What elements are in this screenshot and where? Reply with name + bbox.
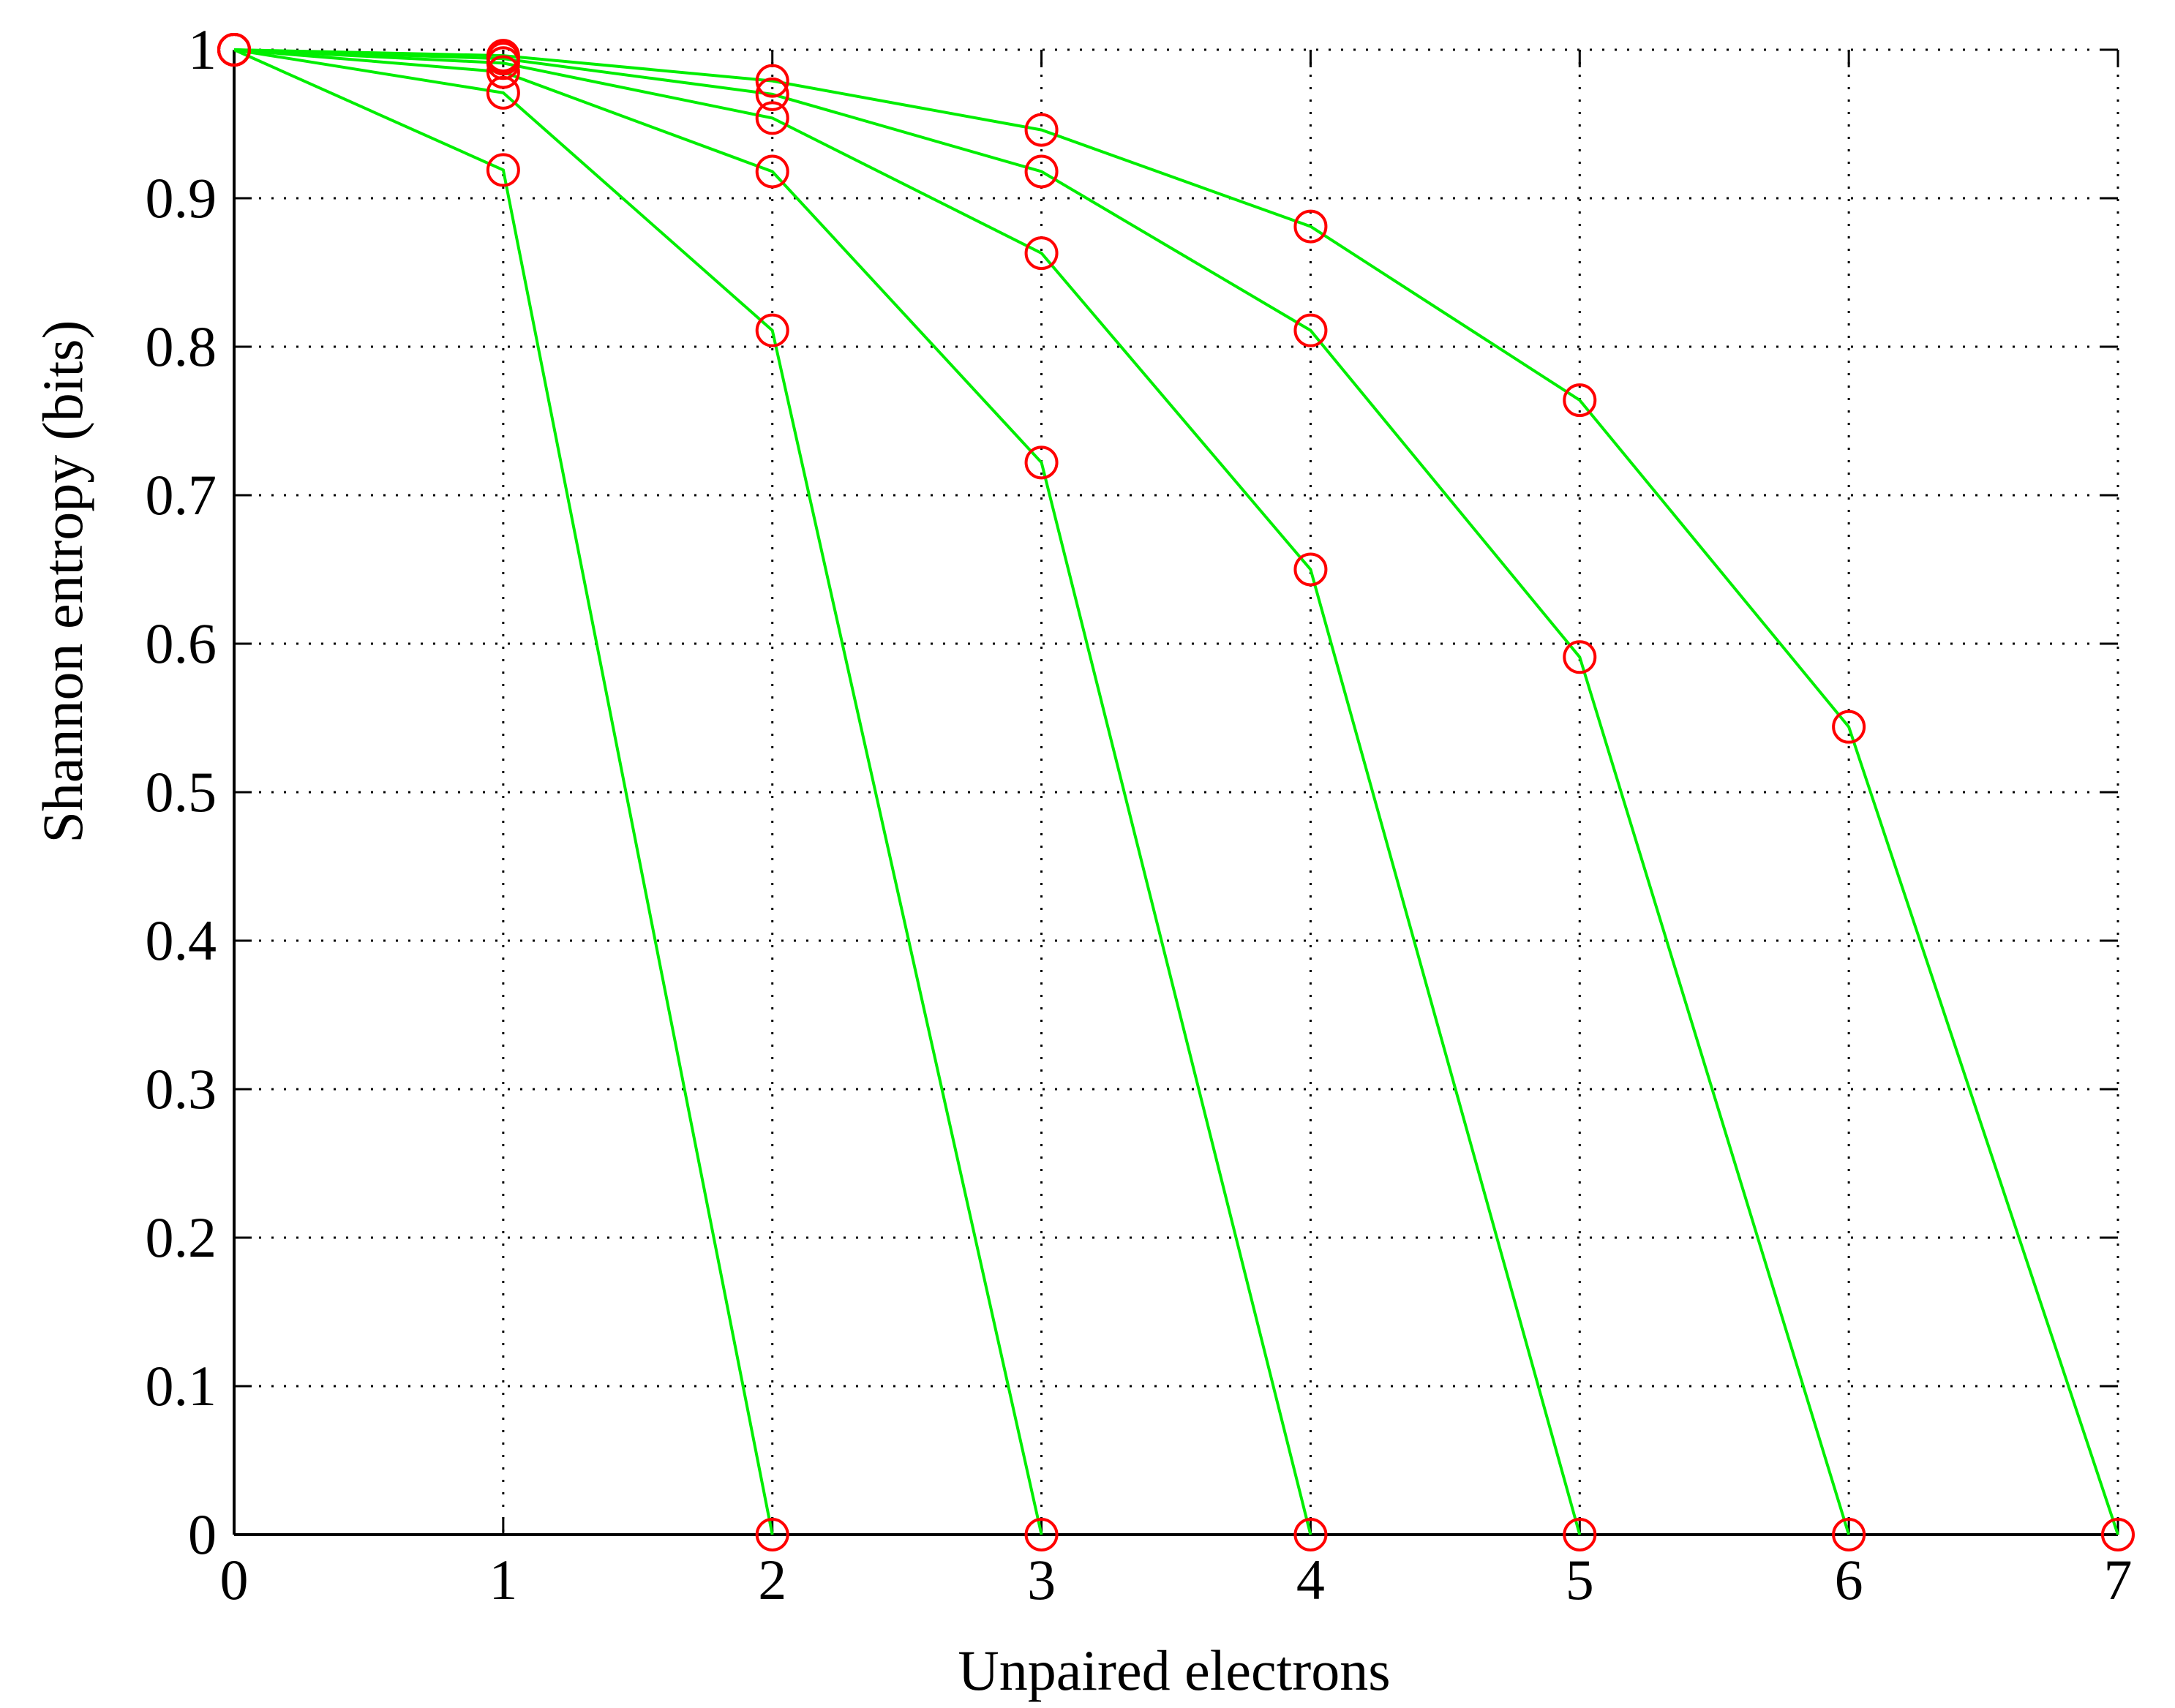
data-point: [1024, 445, 1059, 480]
data-point: [1563, 383, 1597, 418]
data-point: [755, 1518, 789, 1551]
y-tick-label: 0.1: [146, 1354, 217, 1418]
y-tick-label: 0.4: [146, 908, 217, 972]
series-lines: [233, 48, 2119, 1535]
data-point: [1293, 313, 1328, 347]
y-tick-label: 1: [188, 18, 217, 81]
data-point: [486, 55, 520, 89]
x-tick-label: 6: [1835, 1548, 1863, 1611]
series-line-2: [233, 48, 1043, 1535]
y-tick-label: 0.9: [146, 166, 217, 230]
y-tick-label: 0.6: [146, 612, 217, 675]
x-tick-label: 5: [1566, 1548, 1594, 1611]
data-point: [755, 77, 789, 111]
axes: [233, 48, 2119, 1536]
data-point: [1293, 209, 1328, 244]
data-point: [2101, 1518, 2135, 1551]
series-line-1: [233, 48, 774, 1535]
series-line-3: [233, 48, 1312, 1535]
data-point: [217, 33, 251, 67]
data-point: [1832, 1518, 1866, 1551]
tick-labels: 0 1 2 3 4 5 6 7 0 0.1 0.2 0.3 0.4 0.5 0.6 0.7 0.8 0.9 1: [146, 18, 2133, 1611]
data-point: [755, 101, 789, 135]
data-point: [1293, 552, 1328, 587]
y-tick-label: 0.2: [146, 1205, 217, 1269]
x-tick-label: 3: [1027, 1548, 1056, 1611]
data-point: [1563, 1518, 1597, 1551]
y-axis-label: Shannon entropy (bits): [31, 320, 94, 843]
x-tick-label: 0: [220, 1548, 249, 1611]
y-tick-label: 0.7: [146, 463, 217, 527]
data-point: [1024, 113, 1059, 147]
data-point: [1024, 154, 1059, 189]
y-tick-label: 0.8: [146, 315, 217, 378]
x-tick-label: 2: [758, 1548, 786, 1611]
y-tick-label: 0.5: [146, 760, 217, 824]
series-line-4: [233, 48, 1582, 1535]
series-markers: [217, 33, 2135, 1551]
data-point: [486, 39, 520, 73]
y-tick-label: 0: [188, 1502, 217, 1566]
data-point: [755, 154, 789, 189]
series-line-6: [233, 48, 2119, 1535]
y-tick-label: 0.3: [146, 1057, 217, 1121]
x-tick-label: 4: [1296, 1548, 1325, 1611]
x-tick-label: 1: [489, 1548, 517, 1611]
grid: [234, 48, 2119, 1535]
data-point: [1563, 640, 1597, 674]
series-line-5: [233, 48, 1851, 1535]
data-point: [1293, 1518, 1328, 1551]
data-point: [755, 64, 789, 98]
data-point: [486, 153, 520, 187]
data-point: [1024, 1518, 1059, 1551]
data-point: [755, 313, 789, 347]
x-axis-label: Unpaired electrons: [958, 1639, 1390, 1702]
data-point: [1832, 710, 1866, 744]
data-point: [1024, 236, 1059, 271]
x-tick-label: 7: [2104, 1548, 2133, 1611]
